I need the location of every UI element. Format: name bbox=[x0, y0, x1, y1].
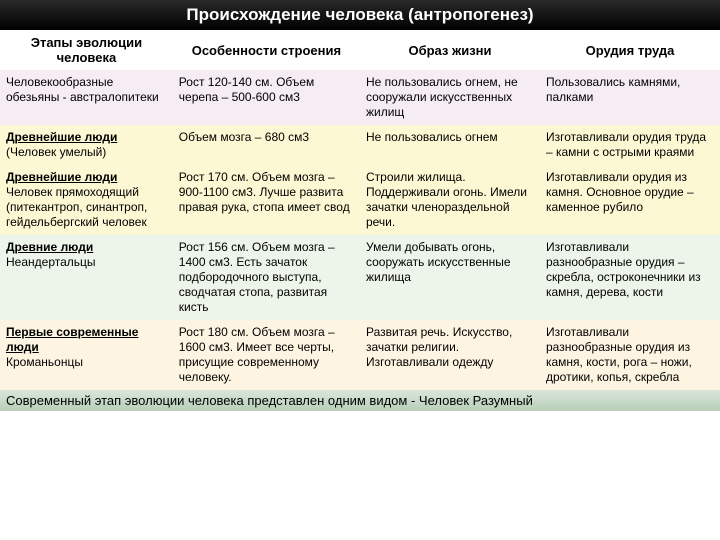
cell-tools: Изготавливали разнообразные орудия из ка… bbox=[540, 320, 720, 390]
cell-stage: Человекообразные обезьяны - австралопите… bbox=[0, 70, 173, 125]
header-stage: Этапы эволюции человека bbox=[0, 30, 173, 70]
table-row: Древние людиНеандертальцыРост 156 см. Об… bbox=[0, 235, 720, 320]
cell-lifestyle: Не пользовались огнем, не сооружали иску… bbox=[360, 70, 540, 125]
cell-features: Рост 156 см. Объем мозга –1400 см3. Есть… bbox=[173, 235, 360, 320]
cell-stage: Древнейшие людиЧеловек прямоходящий (пит… bbox=[0, 165, 173, 235]
stage-title: Древнейшие люди bbox=[6, 170, 167, 185]
header-features: Особенности строения bbox=[173, 30, 360, 70]
cell-stage: Первые современные людиКроманьонцы bbox=[0, 320, 173, 390]
cell-tools: Изготавливали орудия из камня. Основное … bbox=[540, 165, 720, 235]
stage-title: Древние люди bbox=[6, 240, 167, 255]
table-row: Древнейшие люди(Человек умелый)Объем моз… bbox=[0, 125, 720, 165]
evolution-table: Этапы эволюции человека Особенности стро… bbox=[0, 30, 720, 390]
cell-stage: Древние людиНеандертальцы bbox=[0, 235, 173, 320]
cell-lifestyle: Умели добывать огонь, сооружать искусств… bbox=[360, 235, 540, 320]
footer-note: Современный этап эволюции человека предс… bbox=[0, 390, 720, 411]
cell-lifestyle: Не пользовались огнем bbox=[360, 125, 540, 165]
header-row: Этапы эволюции человека Особенности стро… bbox=[0, 30, 720, 70]
cell-features: Рост 170 см. Объем мозга – 900-1100 см3.… bbox=[173, 165, 360, 235]
stage-subtitle: (Человек умелый) bbox=[6, 145, 167, 160]
table-row: Человекообразные обезьяны - австралопите… bbox=[0, 70, 720, 125]
stage-title: Древнейшие люди bbox=[6, 130, 167, 145]
cell-tools: Изготавливали разнообразные орудия – скр… bbox=[540, 235, 720, 320]
cell-tools: Изготавливали орудия труда – камни с ост… bbox=[540, 125, 720, 165]
cell-features: Объем мозга – 680 см3 bbox=[173, 125, 360, 165]
stage-title: Первые современные люди bbox=[6, 325, 167, 355]
cell-lifestyle: Строили жилища. Поддерживали огонь. Имел… bbox=[360, 165, 540, 235]
cell-lifestyle: Развитая речь. Искусство, зачатки религи… bbox=[360, 320, 540, 390]
cell-features: Рост 180 см. Объем мозга –1600 см3. Имее… bbox=[173, 320, 360, 390]
stage-subtitle: Неандертальцы bbox=[6, 255, 167, 270]
stage-subtitle: Кроманьонцы bbox=[6, 355, 167, 370]
page-title: Происхождение человека (антропогенез) bbox=[0, 0, 720, 30]
header-lifestyle: Образ жизни bbox=[360, 30, 540, 70]
stage-subtitle: Человекообразные обезьяны - австралопите… bbox=[6, 75, 167, 105]
header-tools: Орудия труда bbox=[540, 30, 720, 70]
cell-stage: Древнейшие люди(Человек умелый) bbox=[0, 125, 173, 165]
table-row: Древнейшие людиЧеловек прямоходящий (пит… bbox=[0, 165, 720, 235]
cell-tools: Пользовались камнями, палками bbox=[540, 70, 720, 125]
table-row: Первые современные людиКроманьонцыРост 1… bbox=[0, 320, 720, 390]
stage-subtitle: Человек прямоходящий (питекантроп, синан… bbox=[6, 185, 167, 230]
cell-features: Рост 120-140 см. Объем черепа – 500-600 … bbox=[173, 70, 360, 125]
